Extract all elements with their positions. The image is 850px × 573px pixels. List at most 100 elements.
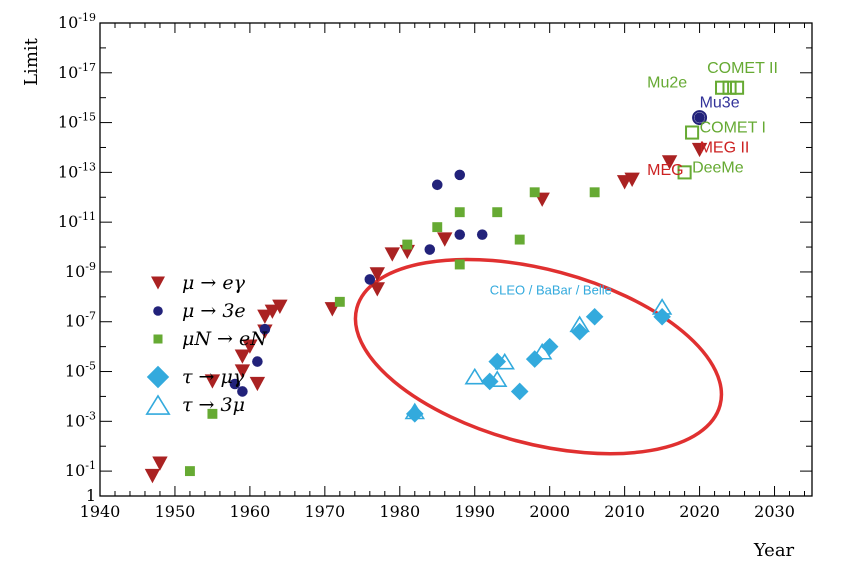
x-axis-title: Year <box>753 540 795 561</box>
plot-frame <box>99 22 813 497</box>
data-point-triangle-up-open <box>651 298 673 315</box>
data-point-square-open <box>715 80 730 95</box>
annotation-label: MEG <box>647 162 683 179</box>
legend-label: μ → 3e <box>182 300 246 322</box>
axis-ticks: 1940 1950 1960 1970 1980 1990 2000 2010 2020 2030… <box>58 11 812 521</box>
x-tick-label: 2020 <box>679 502 720 521</box>
x-tick-label: 1990 <box>454 502 495 521</box>
legend-marker-triangle-up-open <box>145 394 171 415</box>
data-point-circle <box>476 229 488 240</box>
x-tick-label: 1940 <box>80 502 121 521</box>
data-point-square-open <box>685 125 700 140</box>
x-tick-label: 1970 <box>304 502 345 521</box>
annotation-label: MEG II <box>700 139 750 156</box>
x-tick-label: 2030 <box>754 502 795 521</box>
data-point-triangle-down <box>242 339 258 354</box>
legend-marker-circle <box>153 306 163 316</box>
data-point-circle <box>424 244 436 255</box>
data-point-triangle-down <box>152 456 168 471</box>
data-marks <box>144 80 745 484</box>
data-point-circle <box>694 112 705 123</box>
data-point-square-open <box>722 80 737 95</box>
data-point-square <box>207 408 218 419</box>
data-point-diamond <box>585 307 604 326</box>
y-tick-label: 10-1 <box>65 459 96 480</box>
y-tick-label: 10-3 <box>65 409 96 430</box>
data-point-triangle-down <box>369 282 386 297</box>
data-point-square-open <box>730 80 745 95</box>
data-point-triangle-up-open <box>464 367 485 385</box>
data-point-circle <box>431 179 443 191</box>
annotation-label: DeeMe <box>692 159 744 176</box>
x-tick-label: 2010 <box>604 502 645 521</box>
data-point-triangle-down <box>234 364 251 379</box>
y-tick-label: 10-13 <box>58 160 96 181</box>
data-point-diamond <box>540 337 559 356</box>
y-tick-label: 1 <box>86 486 96 505</box>
legend-label: μ → eγ <box>182 272 246 294</box>
highlight-ellipse <box>353 257 724 456</box>
data-point-diamond <box>488 352 507 371</box>
data-point-triangle-down <box>437 232 453 247</box>
y-tick-label: 10-15 <box>58 111 96 132</box>
data-point-circle <box>252 356 263 367</box>
legend-label: τ → μγ <box>182 366 245 388</box>
data-point-triangle-up-open <box>494 352 515 370</box>
highlight-layer <box>353 257 724 456</box>
legend-marker-triangle-down <box>151 276 165 290</box>
data-point-open-circle <box>692 110 708 126</box>
data-point-triangle-up-open <box>486 370 508 387</box>
data-point-circle <box>364 274 376 285</box>
data-point-circle <box>229 378 241 390</box>
data-point-triangle-down <box>234 349 251 364</box>
data-point-triangle-up-open <box>569 315 590 333</box>
data-point-triangle-down <box>272 299 288 314</box>
y-tick-label: 10-5 <box>65 360 96 381</box>
data-point-triangle-down <box>624 172 640 187</box>
data-point-diamond <box>510 382 529 401</box>
data-point-square <box>402 239 413 250</box>
data-point-square <box>514 234 525 245</box>
data-point-triangle-up-open <box>404 402 426 420</box>
data-point-circle <box>454 169 466 181</box>
data-point-square <box>454 207 465 218</box>
annotation-label: COMET II <box>707 60 778 77</box>
data-point-square-open <box>677 165 692 180</box>
data-point-circle <box>259 323 271 335</box>
annotation-labels: MEG DeeMe MEG II COMET I Mu3e Mu2e COMET II CLE… <box>490 60 778 298</box>
legend: μ → eγ μ → 3e μN → eN τ → μγ τ → 3μ <box>145 272 268 416</box>
y-tick-label: 10-11 <box>58 210 96 231</box>
annotation-label: COMET I <box>700 120 766 137</box>
y-tick-label: 10-9 <box>65 260 96 281</box>
data-point-square <box>454 259 465 270</box>
data-point-triangle-down <box>204 374 221 389</box>
legend-label: μN → eN <box>182 328 268 350</box>
data-point-square <box>492 207 503 218</box>
x-tick-label: 1980 <box>379 502 420 521</box>
legend-label: τ → 3μ <box>182 394 245 416</box>
data-point-square <box>432 222 443 233</box>
y-tick-label: 10-17 <box>58 61 96 82</box>
y-tick-label: 10-19 <box>58 11 96 32</box>
data-point-triangle-down <box>691 142 708 158</box>
data-point-square <box>589 187 600 198</box>
data-point-square <box>529 187 540 198</box>
data-point-triangle-down <box>661 155 678 170</box>
data-point-triangle-down <box>249 376 266 392</box>
data-point-triangle-down <box>264 304 281 319</box>
legend-marker-square <box>153 334 163 344</box>
x-tick-label: 1960 <box>230 502 271 521</box>
legend-marker-diamond <box>146 365 170 389</box>
data-point-diamond <box>653 307 671 326</box>
data-point-triangle-up-open <box>531 342 553 360</box>
y-tick-label: 10-7 <box>65 310 96 331</box>
x-tick-label: 1950 <box>155 502 196 521</box>
data-point-triangle-down <box>369 267 386 282</box>
data-point-triangle-down <box>144 468 161 484</box>
annotation-label: CLEO / BaBar / Belle <box>490 282 612 297</box>
data-point-square <box>334 296 345 307</box>
annotation-label: Mu2e <box>647 75 687 92</box>
data-point-square <box>184 466 195 477</box>
data-point-triangle-down <box>384 247 400 262</box>
